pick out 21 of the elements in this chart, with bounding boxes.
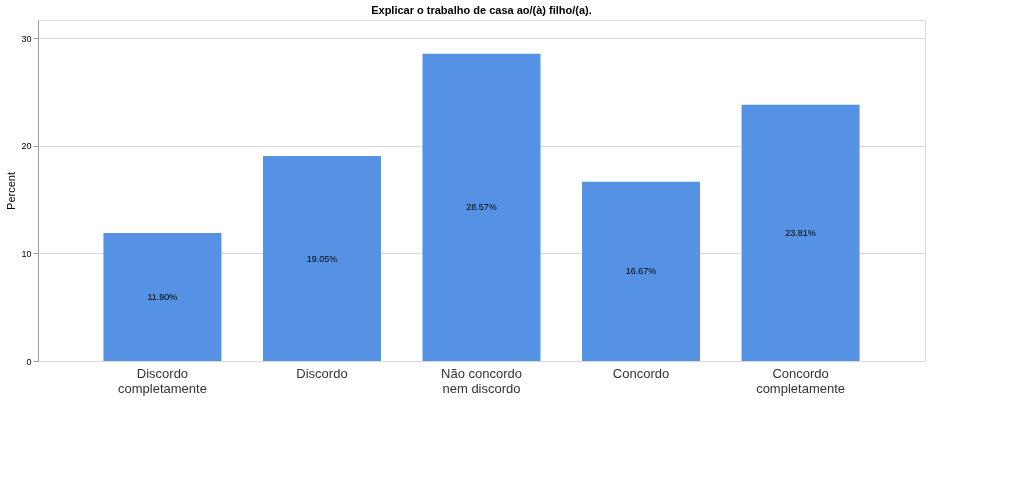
bar	[582, 181, 701, 361]
y-tick-label: 10	[21, 248, 32, 259]
x-tick-label: Discordo completamente	[117, 365, 207, 396]
y-tick-label: 20	[21, 141, 32, 152]
chart-title: Explicar o trabalho de casa ao/(à) filho/(a).	[371, 4, 592, 16]
x-tick-label: Concordo	[612, 365, 670, 381]
data-label: 19.05%	[306, 253, 338, 264]
data-label: 23.81%	[785, 227, 816, 238]
data-label: 11.90%	[147, 292, 178, 302]
bar	[741, 104, 860, 361]
y-tick-label: 30	[21, 33, 32, 44]
x-tick-label: Concordo completamente	[756, 365, 846, 396]
bar	[103, 232, 222, 361]
bar	[262, 156, 381, 361]
data-label: 16.67%	[625, 266, 657, 277]
x-tick-label: Discordo	[296, 365, 348, 381]
data-label: 28.57%	[466, 202, 497, 213]
y-tick-label: 0	[26, 356, 32, 367]
x-tick-label: Não concordo nem discordo	[441, 365, 522, 396]
bar	[422, 53, 541, 361]
y-axis-title: Percent	[5, 172, 18, 210]
